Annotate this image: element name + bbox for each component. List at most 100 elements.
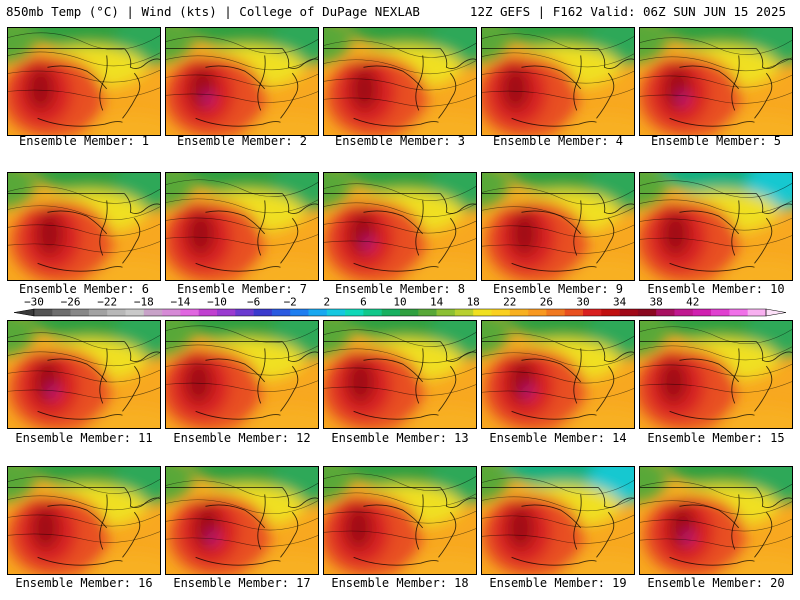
ensemble-member-map bbox=[323, 172, 477, 281]
colorbar-swatch bbox=[70, 309, 90, 316]
ensemble-member-map bbox=[323, 320, 477, 429]
colorbar-label: −2 bbox=[284, 296, 297, 309]
colorbar-label: −10 bbox=[207, 296, 227, 309]
colorbar-label: 18 bbox=[467, 296, 480, 309]
colorbar-swatch bbox=[271, 309, 291, 316]
member-caption: Ensemble Member: 17 bbox=[173, 576, 311, 590]
colorbar-swatch bbox=[509, 309, 529, 316]
ensemble-member-map bbox=[7, 172, 161, 281]
colorbar-label: 2 bbox=[323, 296, 330, 309]
colorbar-swatch bbox=[400, 309, 419, 316]
ensemble-member-map bbox=[639, 320, 793, 429]
colorbar-swatch bbox=[674, 309, 694, 316]
colorbar-swatch bbox=[711, 309, 730, 316]
member-caption: Ensemble Member: 9 bbox=[492, 282, 624, 296]
ensemble-member-map bbox=[639, 466, 793, 575]
colorbar-swatch bbox=[143, 309, 163, 316]
colorbar-swatch bbox=[601, 309, 620, 316]
colorbar-min-arrow bbox=[13, 308, 35, 317]
colorbar-swatch bbox=[125, 309, 145, 316]
ensemble-member-map bbox=[7, 466, 161, 575]
member-caption: Ensemble Member: 16 bbox=[15, 576, 153, 590]
ensemble-member-map bbox=[481, 27, 635, 136]
member-caption: Ensemble Member: 6 bbox=[18, 282, 150, 296]
colorbar-label: 10 bbox=[393, 296, 406, 309]
colorbar-swatch bbox=[52, 309, 71, 316]
colorbar-swatch bbox=[180, 309, 199, 316]
colorbar-label: 30 bbox=[576, 296, 589, 309]
colorbar-swatch bbox=[290, 309, 309, 316]
colorbar-swatch bbox=[217, 309, 236, 316]
ensemble-member-map bbox=[165, 27, 319, 136]
colorbar-swatch bbox=[88, 309, 108, 316]
ensemble-member-map bbox=[639, 27, 793, 136]
ensemble-member-map bbox=[7, 320, 161, 429]
run-valid-time: 12Z GEFS | F162 Valid: 06Z SUN JUN 15 20… bbox=[469, 4, 786, 19]
colorbar-label: −14 bbox=[170, 296, 190, 309]
ensemble-member-map bbox=[165, 320, 319, 429]
ensemble-member-map bbox=[481, 466, 635, 575]
colorbar-label: 14 bbox=[430, 296, 444, 309]
member-caption: Ensemble Member: 19 bbox=[489, 576, 627, 590]
ensemble-member-map bbox=[323, 466, 477, 575]
colorbar-swatch bbox=[253, 309, 273, 316]
colorbar-swatch bbox=[418, 309, 437, 316]
ensemble-member-map bbox=[639, 172, 793, 281]
colorbar-label: −26 bbox=[61, 296, 81, 309]
colorbar-swatch bbox=[363, 309, 382, 316]
colorbar-swatch bbox=[583, 309, 602, 316]
member-caption: Ensemble Member: 18 bbox=[331, 576, 469, 590]
colorbar-swatch bbox=[235, 309, 254, 316]
colorbar-swatch bbox=[107, 309, 126, 316]
colorbar-label: 34 bbox=[613, 296, 627, 309]
ensemble-member-map bbox=[165, 466, 319, 575]
colorbar-swatch bbox=[747, 309, 767, 316]
member-caption: Ensemble Member: 11 bbox=[15, 431, 153, 445]
colorbar-swatch bbox=[619, 309, 639, 316]
colorbar-swatch bbox=[491, 309, 511, 316]
colorbar-swatch bbox=[528, 309, 547, 316]
ensemble-member-map bbox=[481, 172, 635, 281]
member-caption: Ensemble Member: 5 bbox=[650, 134, 782, 148]
colorbar-swatch bbox=[729, 309, 748, 316]
colorbar-max-arrow bbox=[765, 308, 787, 317]
ensemble-member-map bbox=[7, 27, 161, 136]
colorbar-swatch bbox=[308, 309, 328, 316]
colorbar-swatch bbox=[326, 309, 346, 316]
colorbar-swatch bbox=[546, 309, 565, 316]
colorbar-label: 38 bbox=[650, 296, 663, 309]
colorbar-swatch bbox=[198, 309, 218, 316]
ensemble-member-map bbox=[323, 27, 477, 136]
map-title: 850mb Temp (°C) | Wind (kts) | College o… bbox=[6, 4, 420, 19]
colorbar-label: 22 bbox=[503, 296, 516, 309]
member-caption: Ensemble Member: 8 bbox=[334, 282, 466, 296]
colorbar-swatch bbox=[436, 309, 456, 316]
colorbar-swatch bbox=[656, 309, 675, 316]
colorbar-label: −30 bbox=[24, 296, 44, 309]
ensemble-member-map bbox=[165, 172, 319, 281]
member-caption: Ensemble Member: 7 bbox=[176, 282, 308, 296]
colorbar-label: 6 bbox=[360, 296, 367, 309]
member-caption: Ensemble Member: 13 bbox=[331, 431, 469, 445]
colorbar-swatch bbox=[162, 309, 181, 316]
colorbar-label: −18 bbox=[134, 296, 154, 309]
colorbar-label: 42 bbox=[686, 296, 699, 309]
colorbar-swatch bbox=[637, 309, 657, 316]
colorbar-swatch bbox=[345, 309, 364, 316]
colorbar-swatch bbox=[34, 309, 53, 316]
colorbar-swatch bbox=[381, 309, 401, 316]
member-caption: Ensemble Member: 14 bbox=[489, 431, 627, 445]
member-caption: Ensemble Member: 12 bbox=[173, 431, 311, 445]
member-caption: Ensemble Member: 4 bbox=[492, 134, 624, 148]
temperature-colorbar: −30 −26 −22 −18 −14 −10 −6 −2 2 6 10 14 18 22 26 30 34 38… bbox=[13, 296, 787, 317]
colorbar-swatch bbox=[564, 309, 584, 316]
member-caption: Ensemble Member: 2 bbox=[176, 134, 308, 148]
member-caption: Ensemble Member: 1 bbox=[18, 134, 150, 148]
ensemble-member-map bbox=[481, 320, 635, 429]
colorbar-swatch bbox=[454, 309, 474, 316]
colorbar-swatch bbox=[473, 309, 492, 316]
colorbar-label: 26 bbox=[540, 296, 553, 309]
member-caption: Ensemble Member: 20 bbox=[647, 576, 785, 590]
colorbar-label: −6 bbox=[247, 296, 260, 309]
member-caption: Ensemble Member: 10 bbox=[647, 282, 785, 296]
